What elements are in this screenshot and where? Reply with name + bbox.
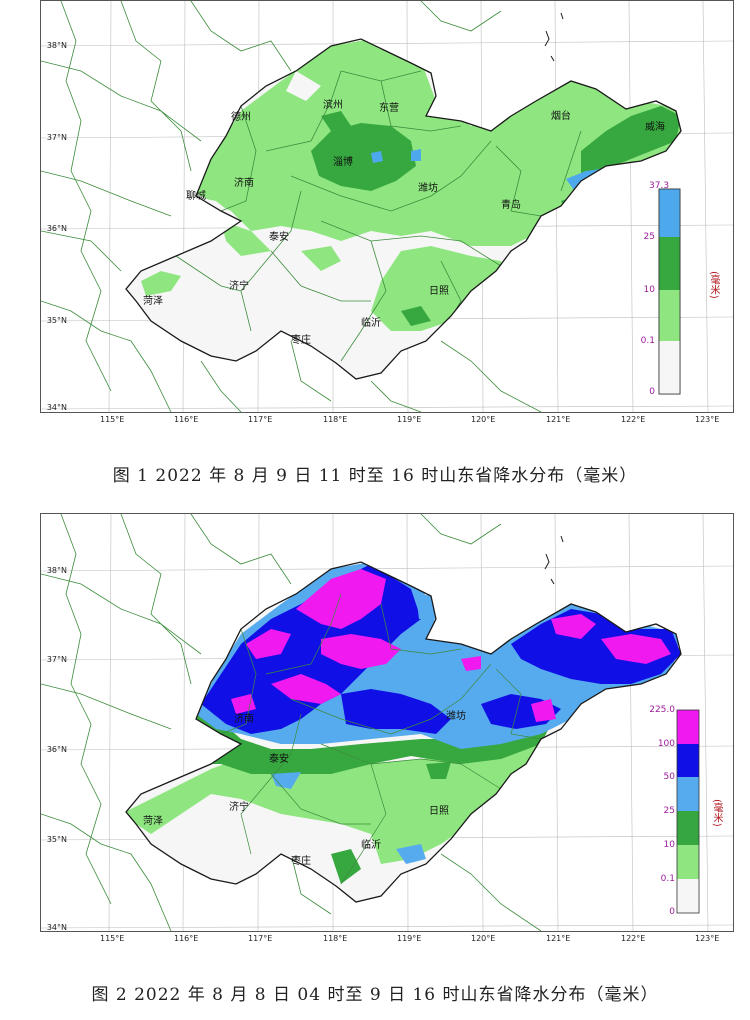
legend-2-max: 225.0: [649, 705, 675, 715]
lon2-118: 118°E: [323, 934, 348, 943]
lon1-115: 115°E: [100, 415, 125, 424]
legend-2-tick-25: 25: [663, 806, 675, 816]
city-binzhou: 滨州: [323, 100, 343, 111]
city2-rizhao: 日照: [429, 806, 449, 817]
caption-2: 图 2 2022 年 8 月 8 日 04 时至 9 日 16 时山东省降水分布…: [91, 985, 659, 1005]
lat-label-37: 37°N: [46, 133, 67, 142]
legend-1-tick-10: 10: [643, 285, 655, 295]
legend-2-unit: (毫米): [711, 799, 722, 827]
lon1-117: 117°E: [248, 415, 273, 424]
city-jining: 济宁: [229, 281, 249, 292]
city2-taian: 泰安: [269, 754, 289, 765]
city-linyi: 临沂: [361, 318, 381, 329]
lat-label-35: 35°N: [46, 316, 67, 325]
map-panel-1: 38°N 37°N 36°N 35°N 34°N 115°E 德州 滨州 东营 …: [40, 0, 734, 413]
lon2-116: 116°E: [174, 934, 199, 943]
city-taian: 泰安: [269, 232, 289, 243]
lat2-37: 37°N: [46, 655, 67, 664]
precip-fill-1: [141, 39, 681, 331]
lon1-116: 116°E: [174, 415, 199, 424]
legend-1: [658, 188, 681, 395]
city2-weifang: 潍坊: [446, 711, 466, 722]
lon2-117: 117°E: [248, 934, 273, 943]
legend-2-tick-0.1: 0.1: [660, 874, 675, 884]
legend-2-tick-50: 50: [663, 772, 675, 782]
legend-1-tick-0.1: 0.1: [640, 336, 655, 346]
city-qingdao: 青岛: [501, 200, 521, 211]
lon-axis-1: 115°E 116°E 117°E 118°E 119°E 120°E 121°…: [40, 413, 732, 427]
legend-1-unit: (毫米): [708, 271, 719, 299]
lon1-120: 120°E: [471, 415, 496, 424]
city-weihai: 威海: [645, 122, 665, 133]
city2-jinan: 济南: [234, 714, 254, 725]
surrounding-county-lines: [41, 1, 542, 412]
legend-1-tick-0: 0: [649, 387, 655, 397]
lon2-122: 122°E: [621, 934, 646, 943]
lat-label-34: 34°N: [46, 403, 67, 412]
legend-2-tick-100: 100: [657, 739, 675, 749]
city-liaocheng: 聊城: [186, 191, 206, 202]
islands-2: [544, 535, 564, 585]
city-dongying: 东营: [379, 103, 399, 114]
legend-2-tick-10: 10: [663, 840, 675, 850]
city-heze: 菏泽: [143, 296, 163, 307]
lon-axis-2: 115°E 116°E 117°E 118°E 119°E 120°E 121°…: [40, 932, 732, 946]
legend-2: [676, 709, 700, 914]
lat2-35: 35°N: [46, 835, 67, 844]
city2-linyi: 临沂: [361, 840, 381, 851]
city2-jining: 济宁: [229, 802, 249, 813]
islands-1: [544, 12, 564, 62]
lon2-120: 120°E: [471, 934, 496, 943]
lat2-34: 34°N: [46, 923, 67, 932]
legend-1-tick-25: 25: [643, 232, 655, 242]
lon2-121: 121°E: [546, 934, 571, 943]
lon1-123: 123°E: [695, 415, 720, 424]
city-rizhao: 日照: [429, 286, 449, 297]
city-dezhou: 德州: [231, 112, 251, 123]
precip-map-2: [41, 514, 733, 931]
lon1-121: 121°E: [546, 415, 571, 424]
lat-label-38: 38°N: [46, 41, 67, 50]
caption-1: 图 1 2022 年 8 月 9 日 11 时至 16 时山东省降水分布（毫米）: [112, 466, 638, 486]
lat2-38: 38°N: [46, 566, 67, 575]
legend-2-tick-0: 0: [669, 907, 675, 917]
lat2-36: 36°N: [46, 745, 67, 754]
lon1-119: 119°E: [397, 415, 422, 424]
surrounding-county-lines-2: [41, 514, 542, 931]
city-yantai: 烟台: [551, 111, 571, 122]
city-zibo: 淄博: [333, 157, 353, 168]
lon2-123: 123°E: [695, 934, 720, 943]
city2-zaozhuang: 枣庄: [291, 856, 311, 867]
lon2-115: 115°E: [100, 934, 125, 943]
city-jinan: 济南: [234, 178, 254, 189]
legend-1-max: 37.3: [649, 181, 670, 191]
lon1-118: 118°E: [323, 415, 348, 424]
city2-heze: 菏泽: [143, 816, 163, 827]
precip-map-1: [41, 1, 733, 412]
city-zaozhuang: 枣庄: [291, 335, 311, 346]
prefecture-boundaries-1: [175, 70, 582, 362]
precip-fill-2: [126, 562, 681, 884]
prefecture-boundaries-2: [220, 593, 542, 885]
lat-label-36: 36°N: [46, 224, 67, 233]
city-weifang: 潍坊: [418, 183, 438, 194]
map-panel-2: 38°N 37°N 36°N 35°N 34°N 济南 潍坊 泰安 济宁 日照 …: [40, 513, 734, 932]
lon1-122: 122°E: [621, 415, 646, 424]
lon2-119: 119°E: [397, 934, 422, 943]
